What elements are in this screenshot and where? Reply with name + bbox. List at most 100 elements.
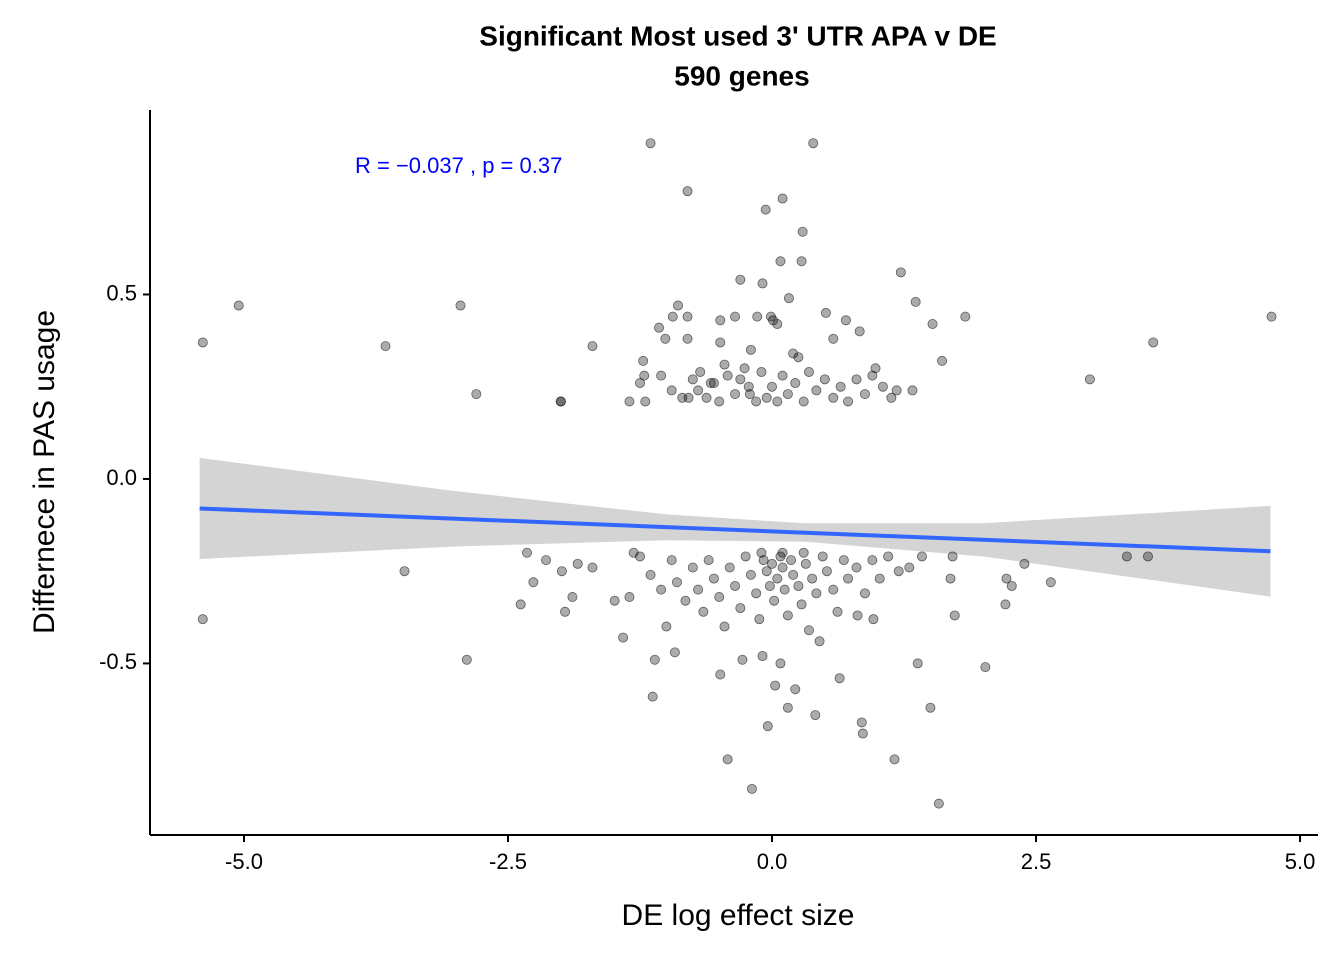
y-axis-title: Differnece in PAS usage	[28, 310, 61, 634]
point	[775, 256, 786, 267]
x-tick-label: -2.5	[489, 849, 527, 874]
point	[851, 374, 862, 385]
point	[1006, 580, 1017, 591]
point	[746, 783, 757, 794]
point	[455, 300, 466, 311]
point	[821, 566, 832, 577]
point	[647, 691, 658, 702]
point	[233, 300, 244, 311]
point	[782, 702, 793, 713]
point	[949, 610, 960, 621]
point	[786, 555, 797, 566]
point	[843, 396, 854, 407]
point	[682, 186, 693, 197]
point	[910, 296, 921, 307]
point	[760, 204, 771, 215]
fit-line	[199, 506, 1271, 554]
point	[925, 702, 936, 713]
point	[798, 547, 809, 558]
point	[645, 138, 656, 149]
point	[666, 385, 677, 396]
point	[751, 396, 762, 407]
y-tick-label: -0.5	[99, 649, 137, 674]
point	[798, 396, 809, 407]
point	[541, 555, 552, 566]
point	[715, 315, 726, 326]
point	[666, 555, 677, 566]
point	[803, 625, 814, 636]
point	[904, 562, 915, 573]
point	[764, 580, 775, 591]
point	[796, 599, 807, 610]
point	[828, 392, 839, 403]
point	[819, 374, 830, 385]
point	[807, 573, 818, 584]
point	[777, 547, 788, 558]
point	[811, 588, 822, 599]
point	[761, 392, 772, 403]
y-tick-label: 0.5	[106, 280, 137, 305]
point	[800, 558, 811, 569]
point	[730, 311, 741, 322]
point	[654, 322, 665, 333]
point	[775, 658, 786, 669]
chart-title: Significant Most used 3' UTR APA v DE	[479, 20, 996, 51]
point	[461, 654, 472, 665]
point	[912, 658, 923, 669]
x-tick-label: 2.5	[1021, 849, 1052, 874]
point	[891, 385, 902, 396]
point	[695, 366, 706, 377]
point	[715, 337, 726, 348]
point	[877, 381, 888, 392]
point	[777, 562, 788, 573]
chart-subtitle: 590 genes	[674, 60, 809, 91]
point	[719, 621, 730, 632]
point	[867, 555, 878, 566]
point	[1084, 374, 1095, 385]
point	[560, 606, 571, 617]
point	[782, 610, 793, 621]
point	[840, 315, 851, 326]
point	[756, 547, 767, 558]
point	[471, 389, 482, 400]
point	[779, 584, 790, 595]
point	[745, 344, 756, 355]
point	[770, 680, 781, 691]
point	[682, 311, 693, 322]
point	[777, 370, 788, 381]
point	[739, 363, 750, 374]
point	[808, 138, 819, 149]
point	[744, 389, 755, 400]
point	[867, 370, 878, 381]
point	[701, 392, 712, 403]
point	[708, 573, 719, 584]
point	[945, 573, 956, 584]
x-tick-label: -5.0	[225, 849, 263, 874]
point	[555, 396, 566, 407]
point	[783, 293, 794, 304]
point	[661, 621, 672, 632]
point	[933, 798, 944, 809]
point	[724, 562, 735, 573]
point	[772, 573, 783, 584]
correlation-annotation: R = −0.037 , p = 0.37	[355, 153, 562, 178]
point	[687, 374, 698, 385]
point	[793, 352, 804, 363]
point	[649, 654, 660, 665]
point	[851, 562, 862, 573]
point	[735, 374, 746, 385]
point	[745, 569, 756, 580]
point	[758, 555, 769, 566]
point	[660, 333, 671, 344]
point	[1045, 577, 1056, 588]
point	[859, 588, 870, 599]
point	[769, 595, 780, 606]
point	[1000, 599, 1011, 610]
point	[857, 728, 868, 739]
point	[883, 551, 894, 562]
point	[893, 566, 904, 577]
point	[838, 555, 849, 566]
point	[834, 673, 845, 684]
point	[639, 370, 650, 381]
point	[762, 721, 773, 732]
